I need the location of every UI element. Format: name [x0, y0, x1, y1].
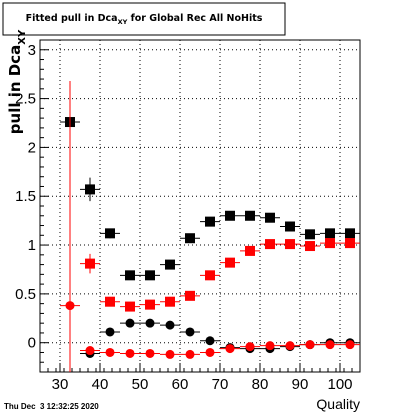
data-point-square — [245, 245, 255, 256]
data-markers — [60, 81, 360, 372]
data-point-square — [305, 241, 315, 252]
data-point-square — [145, 270, 155, 281]
data-point-square — [165, 259, 175, 270]
data-point-square — [205, 270, 215, 281]
y-tick-label: 0.5 — [15, 286, 36, 303]
data-point-square — [325, 228, 335, 239]
data-point-square — [225, 210, 235, 221]
grid — [40, 40, 360, 372]
x-axis-title: Quality — [316, 396, 360, 412]
data-point-circle — [125, 348, 135, 358]
data-point-circle — [205, 347, 215, 357]
data-point-square — [105, 296, 115, 307]
x-axis: 30 40 50 60 70 80 90 100 — [39, 363, 361, 393]
data-point-square — [345, 238, 355, 249]
data-point-circle — [165, 349, 175, 359]
y-tick-label: 0 — [28, 335, 36, 352]
data-point-square — [325, 238, 335, 249]
data-point-square — [185, 233, 195, 244]
x-tick-label: 90 — [292, 376, 309, 393]
data-point-circle — [305, 340, 315, 350]
data-point-square — [265, 212, 275, 223]
data-point-square — [305, 229, 315, 240]
data-point-circle — [185, 327, 195, 337]
data-point-square — [85, 184, 95, 195]
y-tick-label: 1.5 — [15, 188, 36, 205]
y-tick-label: 3 — [28, 42, 36, 59]
y-tick-label: 1 — [28, 237, 36, 254]
y-axis-title-main: pull in Dca — [6, 45, 24, 134]
data-point-circle — [165, 320, 175, 330]
data-point-square — [205, 216, 215, 227]
data-point-circle — [225, 344, 235, 354]
chart-title-main: Fitted pull in Dca — [26, 13, 118, 24]
data-point-square — [125, 301, 135, 312]
data-point-circle — [105, 347, 115, 357]
title-box: Fitted pull in DcaXY for Global Rec All … — [2, 2, 286, 36]
data-point-square — [345, 228, 355, 239]
y-axis-title-subscript: XY — [17, 29, 28, 45]
data-point-square — [285, 239, 295, 250]
x-tick-label: 40 — [92, 376, 109, 393]
x-tick-label: 80 — [252, 376, 269, 393]
data-point-circle — [145, 318, 155, 328]
data-point-circle — [145, 348, 155, 358]
data-point-square — [145, 299, 155, 310]
data-point-square — [285, 221, 295, 232]
timestamp: Thu Dec 3 12:32:25 2020 — [4, 402, 99, 411]
x-tick-label: 70 — [212, 376, 229, 393]
data-point-circle — [285, 341, 295, 351]
data-point-square — [245, 210, 255, 221]
x-tick-label: 100 — [327, 376, 352, 393]
title-box-frame — [2, 2, 286, 36]
data-point-square — [185, 290, 195, 301]
data-point-square — [165, 296, 175, 307]
series-2 — [80, 238, 360, 312]
data-point-circle — [325, 340, 335, 350]
data-point-circle — [205, 336, 215, 346]
data-point-square — [265, 239, 275, 250]
x-tick-label: 30 — [52, 376, 69, 393]
y-axis-title: pull in DcaXY — [6, 29, 28, 134]
data-point-square — [225, 257, 235, 268]
data-point-circle — [125, 318, 135, 328]
y-axis: 0 0.5 1 1.5 2 2.5 3 — [15, 39, 49, 373]
data-point-square — [85, 258, 95, 269]
y-tick-label: 2.5 — [15, 91, 36, 108]
data-point-circle — [265, 341, 275, 351]
y-tick-label: 2 — [28, 139, 36, 156]
x-tick-label: 50 — [132, 376, 149, 393]
data-point-circle — [345, 340, 355, 350]
data-point-square — [105, 228, 115, 239]
chart-title-subscript: XY — [118, 18, 128, 26]
data-point-circle — [245, 342, 255, 352]
chart-title: Fitted pull in DcaXY for Global Rec All … — [26, 13, 263, 26]
data-point-square — [125, 270, 135, 281]
chart-title-rest: for Global Rec All NoHits — [127, 13, 262, 24]
data-point-circle — [85, 346, 95, 356]
data-point-circle — [65, 301, 75, 311]
data-point-circle — [105, 327, 115, 337]
series-4 — [60, 81, 360, 372]
x-tick-label: 60 — [172, 376, 189, 393]
data-point-circle — [185, 349, 195, 359]
